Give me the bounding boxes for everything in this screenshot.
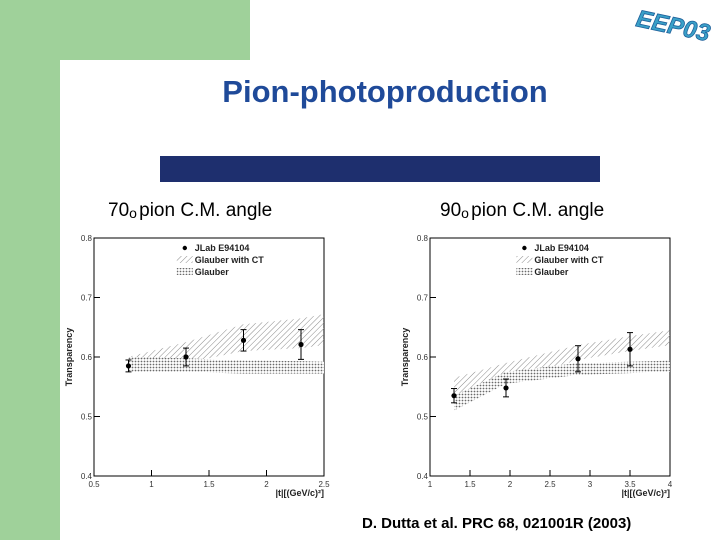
y-axis-label: Transparency [64, 328, 74, 387]
x-tick-label: 1 [428, 480, 433, 489]
title-divider [160, 156, 600, 182]
legend-swatch [176, 256, 193, 263]
y-tick-label: 0.6 [417, 353, 429, 362]
panel-label-70: 70 o pion C.M. angle [108, 200, 272, 222]
legend-swatch [176, 268, 193, 275]
data-point [298, 341, 304, 348]
glauber-band [128, 357, 324, 374]
title-divider-tail [160, 169, 168, 182]
legend-label: Glauber [195, 267, 230, 277]
legend-marker [522, 245, 527, 251]
panel-label-90: 90 o pion C.M. angle [440, 200, 604, 222]
x-tick-label: 2 [264, 480, 269, 489]
data-point [575, 356, 581, 362]
data-point [240, 337, 247, 343]
degree-symbol: o [129, 205, 137, 221]
x-tick-label: 4 [668, 480, 673, 489]
glauber-ct-band [454, 330, 670, 399]
y-tick-label: 0.7 [81, 294, 93, 303]
legend-label: JLab E94104 [534, 243, 589, 253]
x-tick-label: 2.5 [544, 480, 556, 489]
y-tick-label: 0.4 [81, 472, 93, 481]
glauber-ct-band [128, 314, 324, 369]
green-side-bar [0, 0, 60, 540]
y-tick-label: 0.8 [417, 234, 429, 243]
y-tick-label: 0.5 [417, 413, 429, 422]
citation: D. Dutta et al. PRC 68, 021001R (2003) [362, 515, 632, 532]
y-tick-label: 0.6 [81, 353, 93, 362]
panel-text: pion C.M. angle [471, 200, 605, 221]
data-point [125, 363, 132, 369]
conference-logo: EEP03 [633, 5, 713, 46]
legend-label: JLab E94104 [195, 243, 250, 253]
x-tick-label: 3 [588, 480, 593, 489]
panel-angle: 90 [440, 200, 462, 221]
y-tick-label: 0.4 [417, 472, 429, 481]
legend-label: Glauber with CT [195, 255, 265, 265]
x-tick-label: 2 [508, 480, 513, 489]
y-tick-label: 0.8 [81, 234, 93, 243]
logo-text: EEP03 [634, 5, 713, 46]
panel-text: pion C.M. angle [139, 200, 273, 221]
chart-90deg: 1 1.5 2 2.5 3 3.5 4 0.4 0.5 0.6 0.7 0.8 Transparency… [400, 234, 673, 498]
x-tick-label: 1.5 [464, 480, 476, 489]
slide-title: Pion-photoproduction [222, 74, 548, 109]
x-tick-label: 1 [149, 480, 154, 489]
x-axis-label: |t|[(GeV/c)²] [621, 488, 670, 498]
degree-symbol: o [461, 205, 469, 221]
data-point [627, 346, 633, 352]
data-point [503, 385, 509, 391]
legend-swatch [516, 256, 533, 263]
legend-label: Glauber with CT [534, 255, 604, 265]
x-tick-label: 0.5 [88, 480, 100, 489]
legend-marker [182, 245, 187, 251]
y-tick-label: 0.7 [417, 294, 429, 303]
x-tick-label: 2.5 [318, 480, 330, 489]
x-tick-label: 3.5 [624, 480, 636, 489]
legend-label: Glauber [534, 267, 569, 277]
data-point [451, 393, 457, 399]
y-axis-label: Transparency [400, 328, 410, 387]
chart-70deg: 0.5 1 1.5 2 2.50.40.50.60.70.8Transparency|t… [64, 234, 330, 498]
x-axis-label: |t|[(GeV/c)²] [275, 488, 324, 498]
x-tick-label: 1.5 [203, 480, 215, 489]
glauber-band [454, 360, 670, 411]
y-tick-label: 0.5 [81, 413, 93, 422]
data-point [183, 354, 189, 360]
legend-swatch [516, 268, 533, 275]
panel-angle: 70 [108, 200, 130, 221]
